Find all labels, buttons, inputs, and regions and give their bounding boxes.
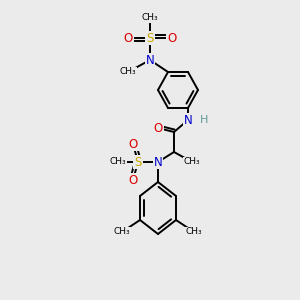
Text: CH₃: CH₃ [114,227,130,236]
Text: S: S [134,155,142,169]
Text: H: H [200,115,208,125]
Text: CH₃: CH₃ [142,14,158,22]
Text: O: O [123,32,133,44]
Text: CH₃: CH₃ [184,158,200,166]
Text: S: S [146,32,154,44]
Text: O: O [167,32,177,44]
Text: O: O [153,122,163,134]
Text: N: N [154,155,162,169]
Text: N: N [184,113,192,127]
Text: CH₃: CH₃ [120,68,136,76]
Text: N: N [146,53,154,67]
Text: CH₃: CH₃ [110,158,126,166]
Text: O: O [128,137,138,151]
Text: O: O [128,173,138,187]
Text: CH₃: CH₃ [186,227,202,236]
